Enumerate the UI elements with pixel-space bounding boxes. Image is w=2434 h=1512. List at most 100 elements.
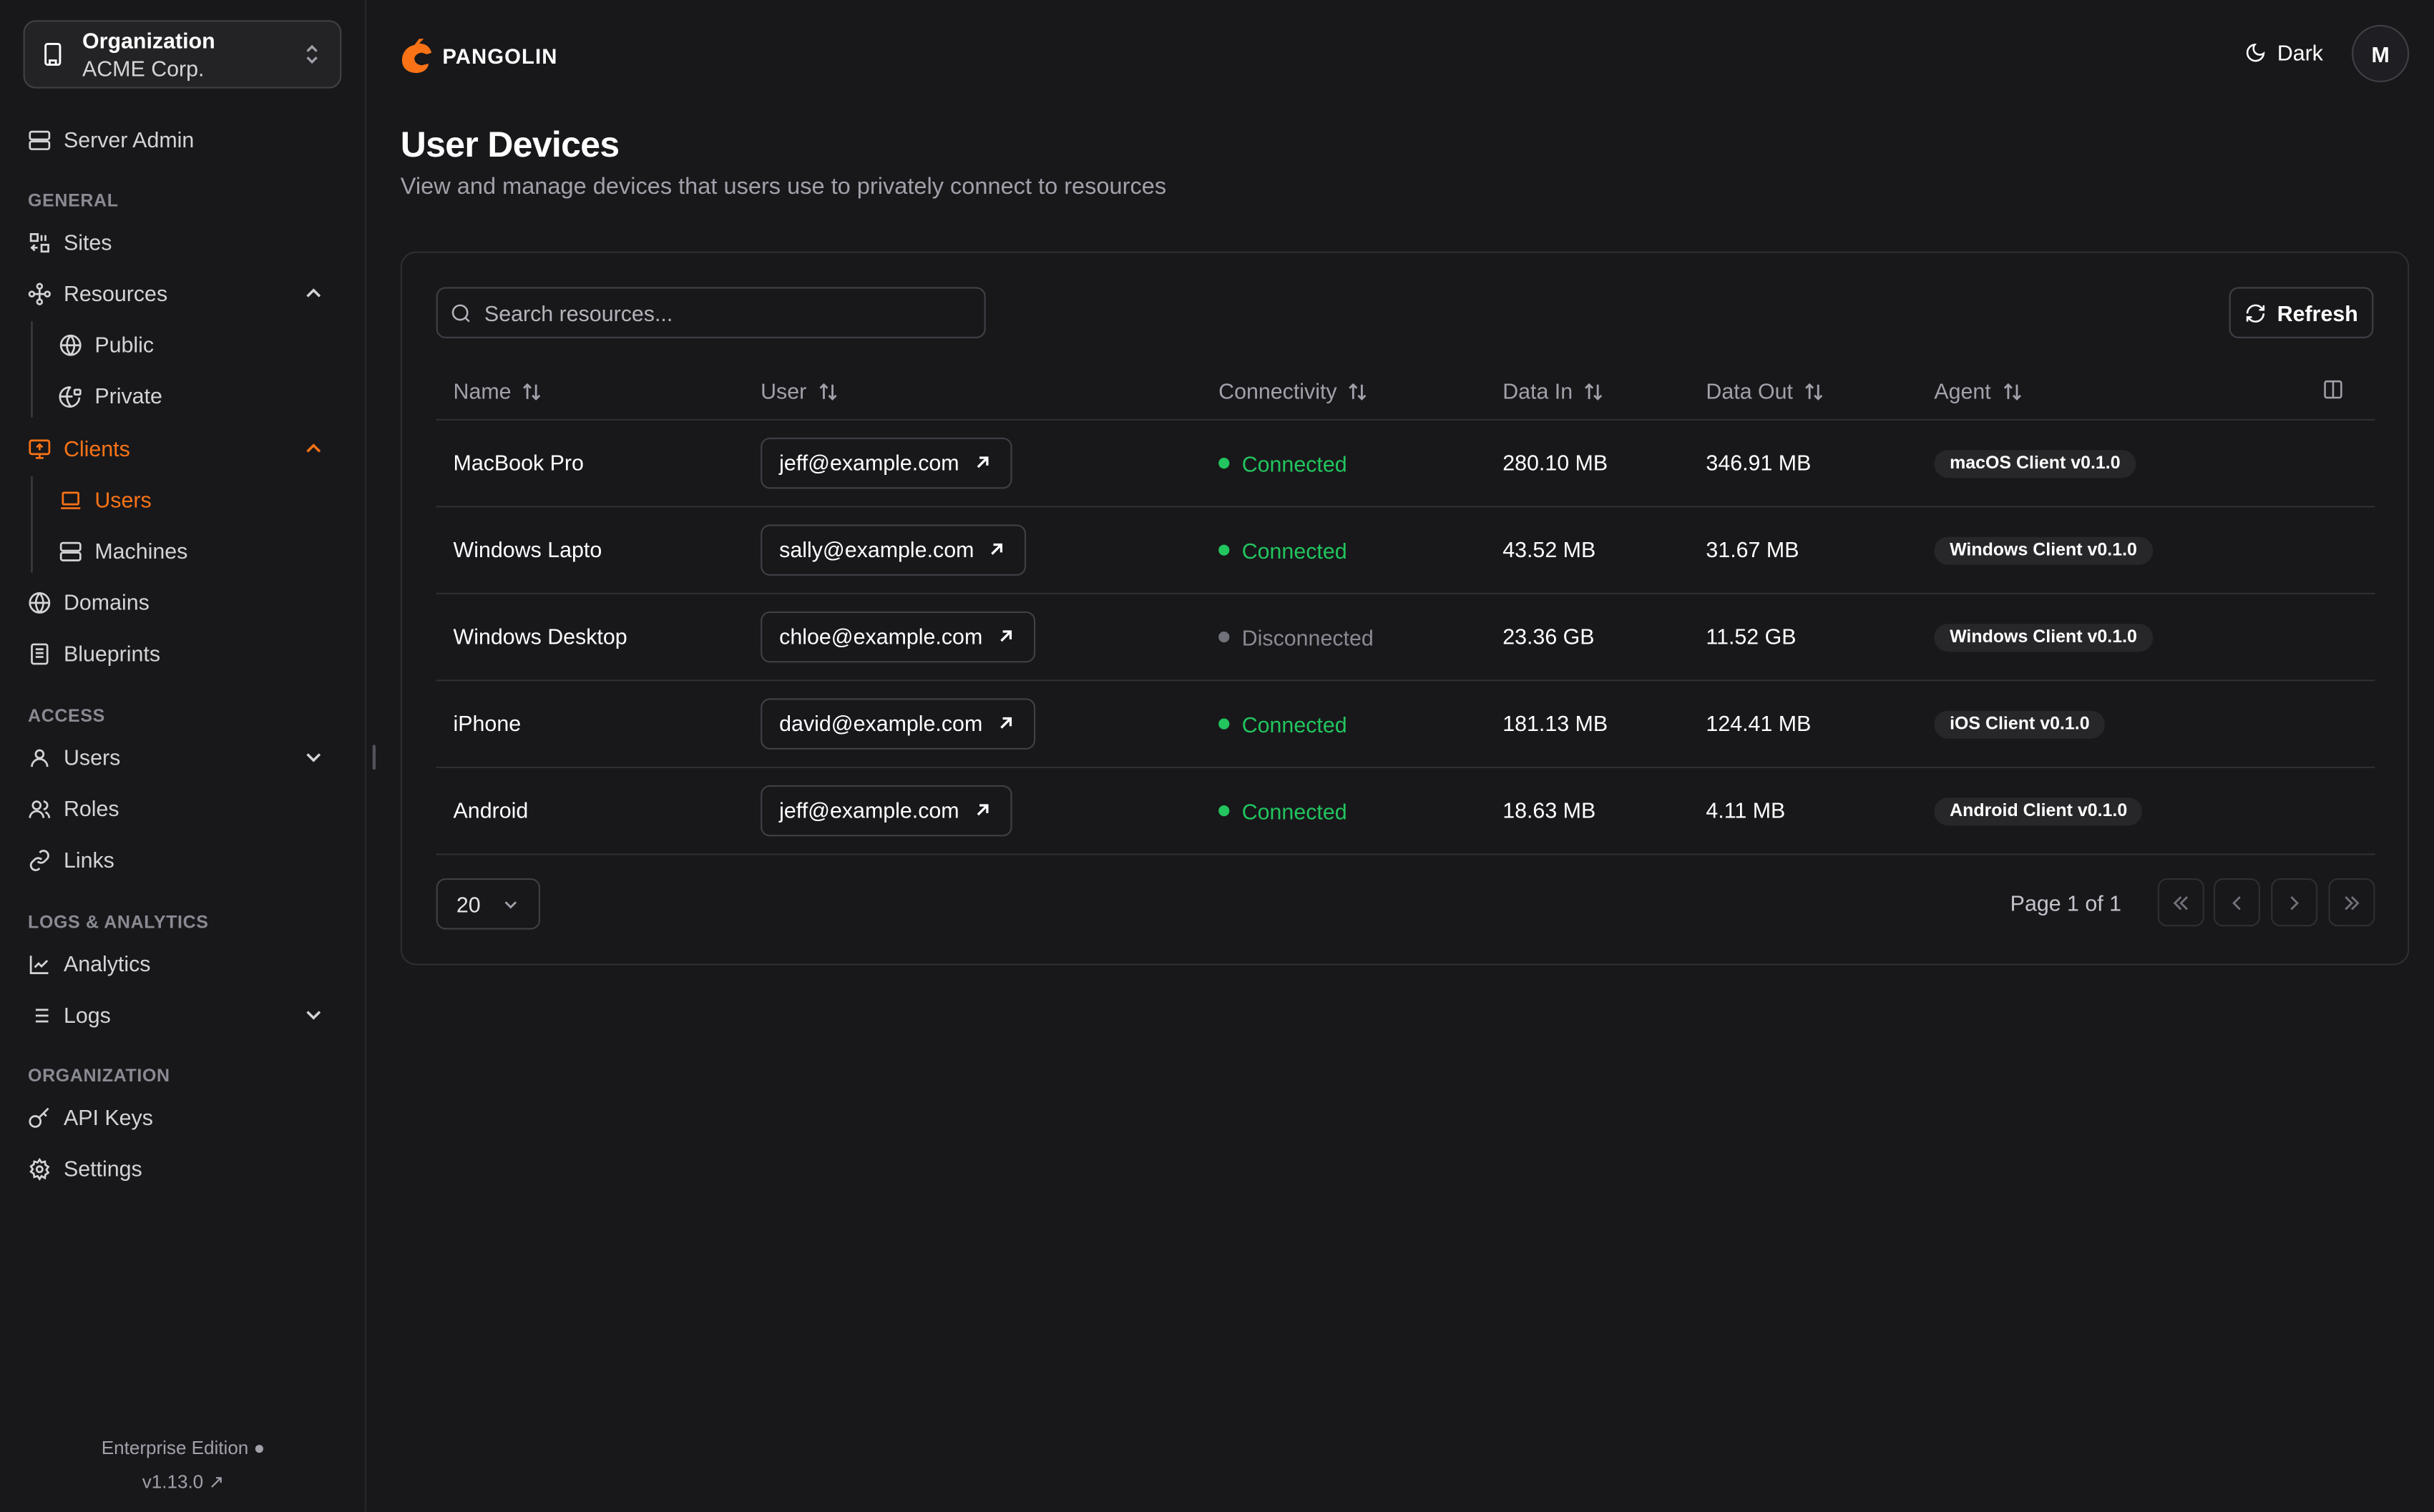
device-name: Android xyxy=(436,766,744,855)
table-row[interactable]: Windows Desktop chloe@example.com Disconne… xyxy=(436,592,2375,681)
sidebar-item-label: Machines xyxy=(94,538,188,564)
sidebar-item-label: Users xyxy=(63,745,121,770)
agent-badge: Windows Client v0.1.0 xyxy=(1934,623,2153,652)
version-link[interactable]: v1.13.0 ↗ xyxy=(0,1471,366,1493)
sidebar-item-logs[interactable]: Logs xyxy=(0,991,366,1038)
page-size-select[interactable]: 20 xyxy=(436,878,541,930)
status-dot xyxy=(1218,719,1230,730)
refresh-icon xyxy=(2246,303,2264,322)
sidebar-item-label: Sites xyxy=(63,230,112,255)
sidebar-item-analytics[interactable]: Analytics xyxy=(0,941,366,987)
user-cell: chloe@example.com xyxy=(743,592,1202,681)
sidebar-item-settings[interactable]: Settings xyxy=(0,1145,366,1192)
building-icon xyxy=(44,43,62,66)
column-label: User xyxy=(761,378,807,404)
brand-logo[interactable]: PANGOLIN xyxy=(401,37,558,74)
server-icon xyxy=(59,541,82,561)
search-box[interactable] xyxy=(436,287,986,338)
previous-page-button[interactable] xyxy=(2213,878,2260,927)
status-badge: Connected xyxy=(1218,712,1347,737)
status-badge: Disconnected xyxy=(1218,625,1374,650)
status-text: Connected xyxy=(1241,538,1347,564)
data-in: 23.36 GB xyxy=(1485,592,1689,681)
sort-icon xyxy=(1349,383,1367,401)
user-link-button[interactable]: david@example.com xyxy=(761,697,1036,749)
org-label: Organization xyxy=(82,28,215,53)
columns-icon[interactable] xyxy=(2322,378,2344,400)
org-switcher[interactable]: Organization ACME Corp. xyxy=(23,20,342,89)
data-in: 181.13 MB xyxy=(1485,679,1689,767)
users-icon xyxy=(29,800,51,818)
sort-icon xyxy=(1805,383,1823,401)
table-row[interactable]: Windows Lapto sally@example.com Connected 4… xyxy=(436,506,2375,594)
row-spacer xyxy=(2305,506,2375,594)
theme-toggle[interactable]: Dark xyxy=(2244,40,2323,65)
page-title: User Devices xyxy=(400,124,620,165)
user-link-button[interactable]: jeff@example.com xyxy=(761,784,1012,836)
sidebar-item-server-admin[interactable]: Server Admin xyxy=(0,117,366,163)
column-header-name[interactable]: Name xyxy=(436,364,744,420)
search-input[interactable] xyxy=(484,300,950,325)
page-size-value: 20 xyxy=(456,891,481,917)
sidebar-item-public[interactable]: Public xyxy=(0,321,366,368)
workflow-icon xyxy=(28,282,51,305)
user-link-button[interactable]: chloe@example.com xyxy=(761,610,1036,662)
sidebar-item-resources[interactable]: Resources xyxy=(0,270,366,317)
user-link-button[interactable]: sally@example.com xyxy=(761,524,1027,575)
table-row[interactable]: Android jeff@example.com Connected 18.63 MB… xyxy=(436,766,2375,855)
column-toggle-header xyxy=(2305,364,2375,420)
edition-link[interactable]: Enterprise Edition ● xyxy=(0,1437,366,1458)
sidebar-item-label: Roles xyxy=(63,796,119,821)
user-link-button[interactable]: jeff@example.com xyxy=(761,436,1012,489)
table-row[interactable]: MacBook Pro jeff@example.com Connected 280.… xyxy=(436,418,2375,507)
sidebar-item-label: Public xyxy=(94,332,155,358)
section-organization: ORGANIZATION xyxy=(28,1067,170,1086)
theme-label: Dark xyxy=(2277,40,2324,66)
link-icon xyxy=(29,849,49,870)
column-header-agent[interactable]: Agent xyxy=(1917,364,2305,420)
sidebar-item-api-keys[interactable]: API Keys xyxy=(0,1094,366,1141)
sidebar-item-client-users[interactable]: Users xyxy=(0,476,366,523)
sidebar-item-domains[interactable]: Domains xyxy=(0,579,366,625)
sidebar-item-label: Analytics xyxy=(63,951,151,976)
chevron-left-icon xyxy=(2232,895,2241,910)
key-icon xyxy=(29,1106,49,1127)
chart-line-icon xyxy=(29,955,49,973)
column-header-user[interactable]: User xyxy=(743,364,1202,420)
connectivity-cell: Connected xyxy=(1201,418,1486,507)
chevron-right-icon xyxy=(2290,895,2299,910)
sidebar-item-private[interactable]: Private xyxy=(0,373,366,419)
arrow-up-right-icon xyxy=(1000,717,1012,729)
row-spacer xyxy=(2305,679,2375,767)
user-cell: sally@example.com xyxy=(743,506,1202,594)
next-page-button[interactable] xyxy=(2271,878,2318,927)
sidebar-item-roles[interactable]: Roles xyxy=(0,785,366,832)
chevron-up-icon xyxy=(306,288,321,298)
sidebar-item-clients[interactable]: Clients xyxy=(0,425,366,471)
refresh-button[interactable]: Refresh xyxy=(2229,287,2374,338)
data-out: 31.67 MB xyxy=(1688,506,1917,594)
column-header-data-out[interactable]: Data Out xyxy=(1688,364,1917,420)
column-label: Data In xyxy=(1502,378,1573,404)
avatar[interactable]: M xyxy=(2352,24,2410,82)
sidebar-item-blueprints[interactable]: Blueprints xyxy=(0,630,366,677)
sidebar-item-machines[interactable]: Machines xyxy=(0,528,366,574)
list-icon xyxy=(31,1008,49,1022)
first-page-button[interactable] xyxy=(2157,878,2204,927)
column-header-data-in[interactable]: Data In xyxy=(1485,364,1689,420)
refresh-label: Refresh xyxy=(2277,300,2358,325)
column-header-connectivity[interactable]: Connectivity xyxy=(1201,364,1486,420)
arrow-up-right-icon xyxy=(992,543,1004,555)
sidebar-resize-handle[interactable] xyxy=(372,745,376,770)
device-name: MacBook Pro xyxy=(436,418,744,507)
table-row[interactable]: iPhone david@example.com Connected 181.13 M… xyxy=(436,679,2375,767)
column-label: Data Out xyxy=(1706,378,1794,404)
user-cell: jeff@example.com xyxy=(743,418,1202,507)
sidebar-item-users[interactable]: Users xyxy=(0,734,366,780)
sidebar-item-links[interactable]: Links xyxy=(0,836,366,883)
last-page-button[interactable] xyxy=(2328,878,2375,927)
globe-icon xyxy=(59,333,82,355)
sidebar-item-sites[interactable]: Sites xyxy=(0,219,366,265)
sort-icon xyxy=(818,383,836,401)
status-text: Connected xyxy=(1241,451,1347,476)
